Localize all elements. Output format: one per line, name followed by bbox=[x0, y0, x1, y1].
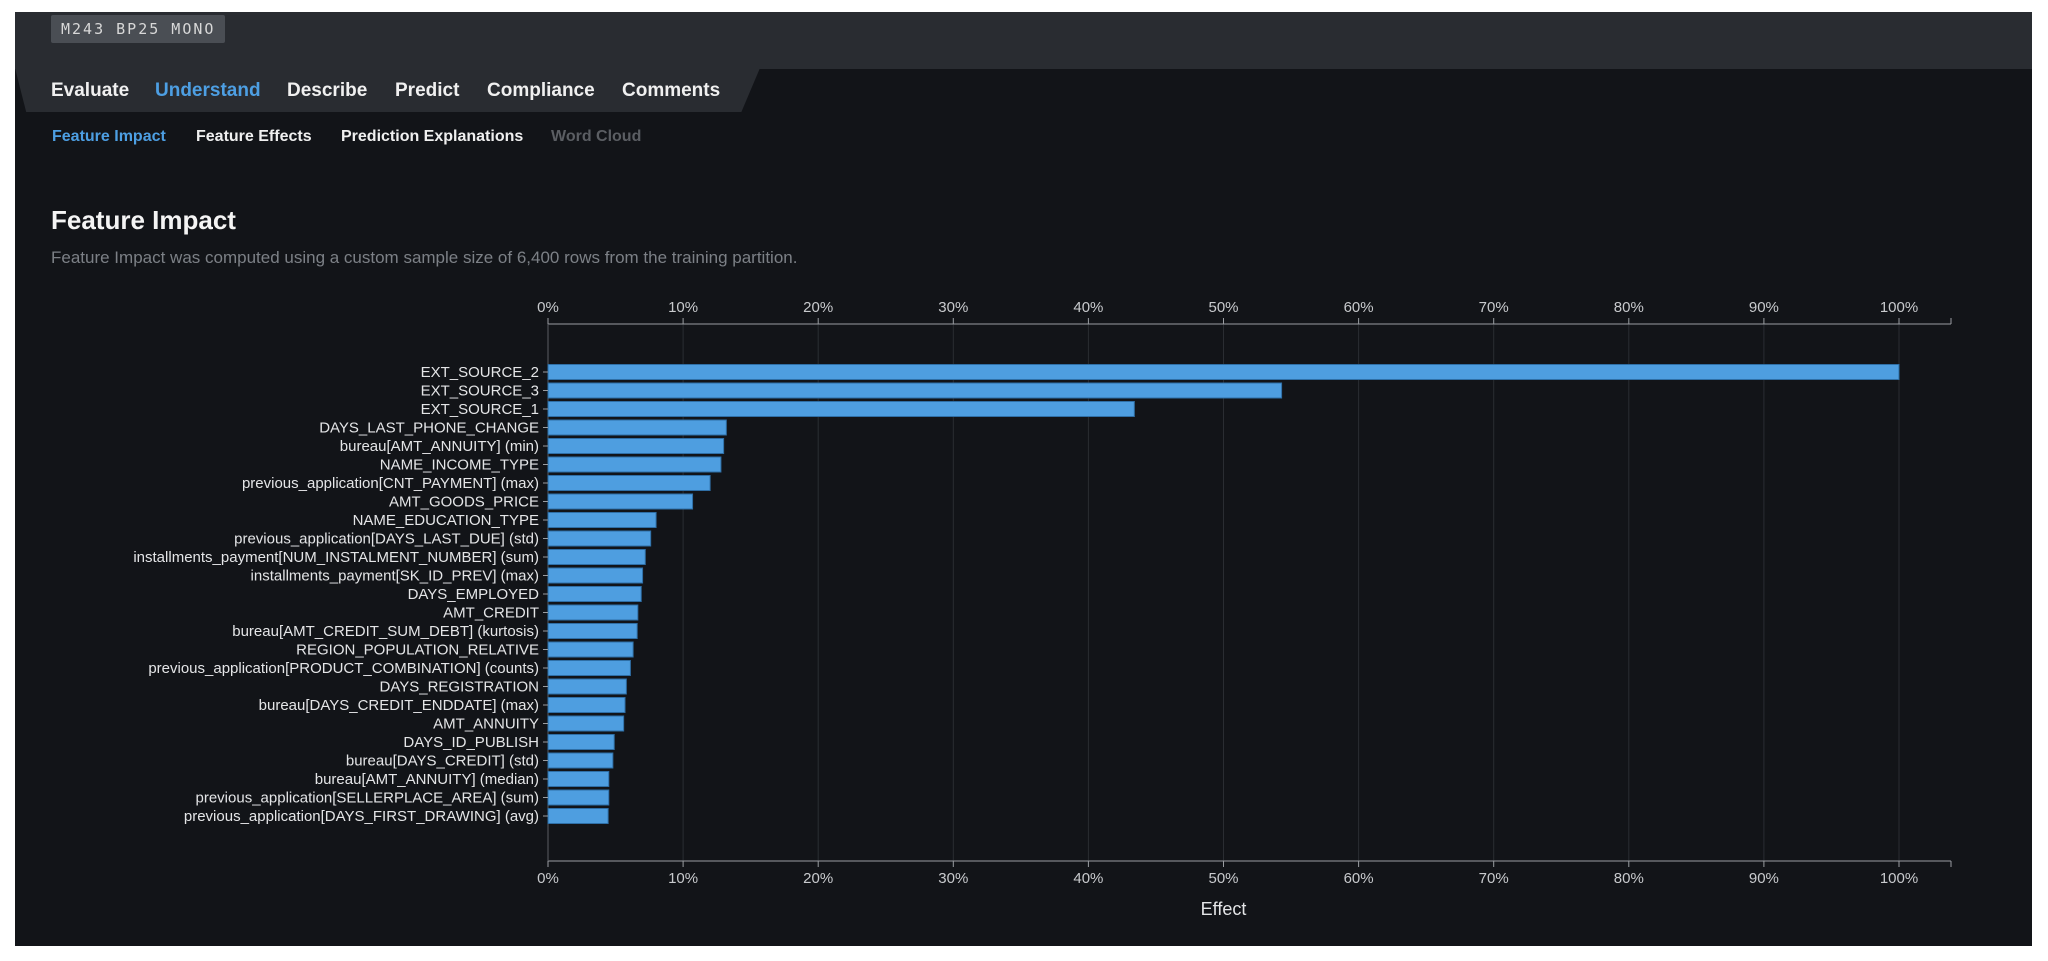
bar bbox=[547, 771, 610, 787]
category-label: bureau[AMT_ANNUITY] (median) bbox=[315, 771, 539, 788]
bar bbox=[547, 697, 626, 713]
bottom-tick-label: 90% bbox=[1749, 870, 1779, 887]
top-tick-label: 70% bbox=[1479, 299, 1509, 316]
bar bbox=[547, 567, 644, 584]
category-label: NAME_EDUCATION_TYPE bbox=[353, 512, 539, 529]
category-label: installments_payment[NUM_INSTALMENT_NUMB… bbox=[133, 549, 539, 566]
bar bbox=[547, 604, 639, 621]
top-tick-label: 20% bbox=[803, 299, 833, 316]
category-label: DAYS_LAST_PHONE_CHANGE bbox=[319, 420, 539, 437]
bar bbox=[547, 549, 646, 565]
main-panel: M243 BP25 MONO Evaluate Understand Descr… bbox=[15, 12, 2032, 946]
bottom-tick-label: 20% bbox=[803, 870, 833, 887]
bottom-tick-label: 60% bbox=[1344, 870, 1374, 887]
subtab-prediction-explanations[interactable]: Prediction Explanations bbox=[341, 128, 524, 145]
tab-compliance[interactable]: Compliance bbox=[487, 80, 595, 101]
bar bbox=[547, 715, 625, 732]
subtab-feature-effects[interactable]: Feature Effects bbox=[196, 128, 312, 145]
top-tick-label: 60% bbox=[1344, 299, 1374, 316]
bottom-tick-label: 70% bbox=[1479, 870, 1509, 887]
bar bbox=[547, 530, 652, 547]
bar bbox=[547, 623, 638, 639]
bar bbox=[547, 438, 725, 454]
bar bbox=[547, 419, 727, 436]
category-label: previous_application[CNT_PAYMENT] (max) bbox=[242, 475, 539, 492]
tab-evaluate[interactable]: Evaluate bbox=[51, 80, 130, 101]
category-label: DAYS_EMPLOYED bbox=[408, 586, 540, 603]
category-label: previous_application[PRODUCT_COMBINATION… bbox=[148, 660, 539, 677]
tab-understand[interactable]: Understand bbox=[155, 80, 261, 101]
top-tick-label: 50% bbox=[1208, 299, 1238, 316]
bottom-tick-label: 30% bbox=[938, 870, 968, 887]
bar bbox=[547, 789, 610, 806]
category-label: EXT_SOURCE_3 bbox=[421, 383, 539, 400]
subtab-feature-impact[interactable]: Feature Impact bbox=[52, 128, 166, 145]
bar bbox=[547, 808, 609, 824]
bar bbox=[547, 586, 642, 602]
bar bbox=[547, 456, 722, 473]
bottom-tick-label: 80% bbox=[1614, 870, 1644, 887]
tab-comments[interactable]: Comments bbox=[622, 80, 721, 101]
bar bbox=[547, 512, 657, 528]
feature-impact-chart: 0% 0% 10% 10% 20% 20% 30% 30% 40% 40% 50% 50% 60% 60%… bbox=[133, 299, 1952, 919]
category-label: installments_payment[SK_ID_PREV] (max) bbox=[251, 568, 539, 585]
category-label: REGION_POPULATION_RELATIVE bbox=[296, 642, 539, 659]
bar bbox=[547, 752, 614, 769]
category-label: EXT_SOURCE_2 bbox=[421, 364, 539, 381]
category-label: previous_application[DAYS_FIRST_DRAWING]… bbox=[184, 808, 539, 825]
category-label: previous_application[SELLERPLACE_AREA] (… bbox=[196, 790, 540, 807]
category-label: previous_application[DAYS_LAST_DUE] (std… bbox=[234, 531, 539, 548]
tab-bar bbox=[15, 68, 760, 112]
category-label: bureau[AMT_CREDIT_SUM_DEBT] (kurtosis) bbox=[232, 623, 539, 640]
bar bbox=[547, 734, 615, 750]
page-subtitle: Feature Impact was computed using a cust… bbox=[51, 248, 798, 267]
bottom-tick-label: 40% bbox=[1073, 870, 1103, 887]
bar bbox=[547, 493, 694, 510]
category-label: AMT_ANNUITY bbox=[433, 716, 539, 733]
tab-predict[interactable]: Predict bbox=[395, 80, 460, 101]
page-title: Feature Impact bbox=[51, 205, 236, 235]
category-label: DAYS_ID_PUBLISH bbox=[403, 734, 539, 751]
x-axis-label: Effect bbox=[1201, 899, 1247, 919]
bar bbox=[547, 382, 1283, 399]
bar bbox=[547, 401, 1135, 417]
bar bbox=[547, 678, 627, 695]
bottom-tick-label: 0% bbox=[537, 870, 559, 887]
category-label: EXT_SOURCE_1 bbox=[421, 401, 539, 418]
header-band: M243 BP25 MONO bbox=[15, 12, 2032, 69]
top-tick-label: 80% bbox=[1614, 299, 1644, 316]
category-label: bureau[DAYS_CREDIT] (std) bbox=[346, 753, 539, 770]
bottom-tick-label: 50% bbox=[1208, 870, 1238, 887]
category-label: AMT_GOODS_PRICE bbox=[389, 494, 539, 511]
top-tick-label: 90% bbox=[1749, 299, 1779, 316]
top-tick-label: 100% bbox=[1880, 299, 1918, 316]
bar bbox=[547, 364, 1900, 380]
category-label: DAYS_REGISTRATION bbox=[380, 679, 539, 696]
bar bbox=[547, 475, 711, 491]
tab-describe[interactable]: Describe bbox=[287, 80, 368, 101]
bottom-tick-label: 10% bbox=[668, 870, 698, 887]
top-tick-label: 0% bbox=[537, 299, 559, 316]
category-label: bureau[DAYS_CREDIT_ENDDATE] (max) bbox=[259, 697, 539, 714]
subtab-word-cloud: Word Cloud bbox=[551, 128, 642, 145]
model-badge: M243 BP25 MONO bbox=[51, 15, 226, 43]
top-tick-label: 40% bbox=[1073, 299, 1103, 316]
bar bbox=[547, 660, 631, 676]
category-label: bureau[AMT_ANNUITY] (min) bbox=[340, 438, 539, 455]
top-tick-label: 30% bbox=[938, 299, 968, 316]
bar bbox=[547, 641, 634, 658]
top-tick-label: 10% bbox=[668, 299, 698, 316]
category-label: NAME_INCOME_TYPE bbox=[380, 457, 539, 474]
bottom-tick-label: 100% bbox=[1880, 870, 1918, 887]
category-label: AMT_CREDIT bbox=[443, 605, 539, 622]
